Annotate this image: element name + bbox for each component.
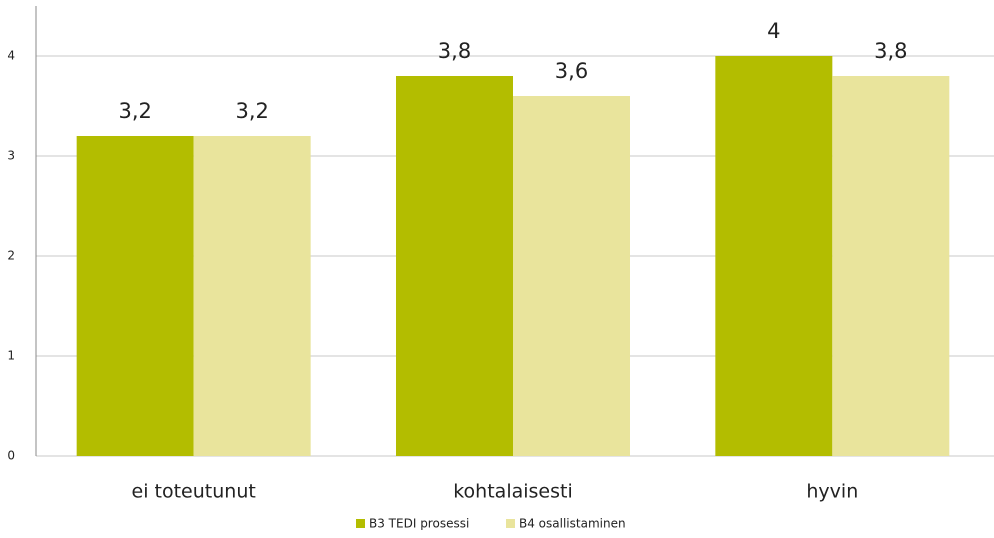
bar: [76, 136, 194, 456]
y-tick-label: 4: [7, 49, 15, 63]
bar: [715, 56, 833, 456]
x-tick-label: hyvin: [806, 481, 858, 503]
data-label: 3,8: [438, 39, 471, 63]
x-tick-label: kohtalaisesti: [453, 481, 573, 503]
data-label: 4: [767, 19, 780, 43]
y-tick-label: 2: [7, 249, 15, 263]
x-tick-label: ei toteutunut: [132, 481, 256, 503]
legend-swatch: [506, 519, 515, 528]
bar: [513, 96, 630, 456]
data-label: 3,2: [235, 99, 268, 123]
y-tick-label: 1: [7, 349, 15, 363]
y-tick-label: 0: [7, 449, 15, 463]
data-label: 3,6: [555, 59, 588, 83]
data-label: 3,8: [874, 39, 907, 63]
bar: [832, 76, 950, 456]
bar: [193, 136, 311, 456]
bar: [396, 76, 513, 456]
legend-label: B3 TEDI prosessi: [369, 517, 469, 531]
data-label: 3,2: [118, 99, 151, 123]
legend-swatch: [356, 519, 365, 528]
y-tick-label: 3: [7, 149, 15, 163]
legend-label: B4 osallistaminen: [519, 517, 626, 531]
